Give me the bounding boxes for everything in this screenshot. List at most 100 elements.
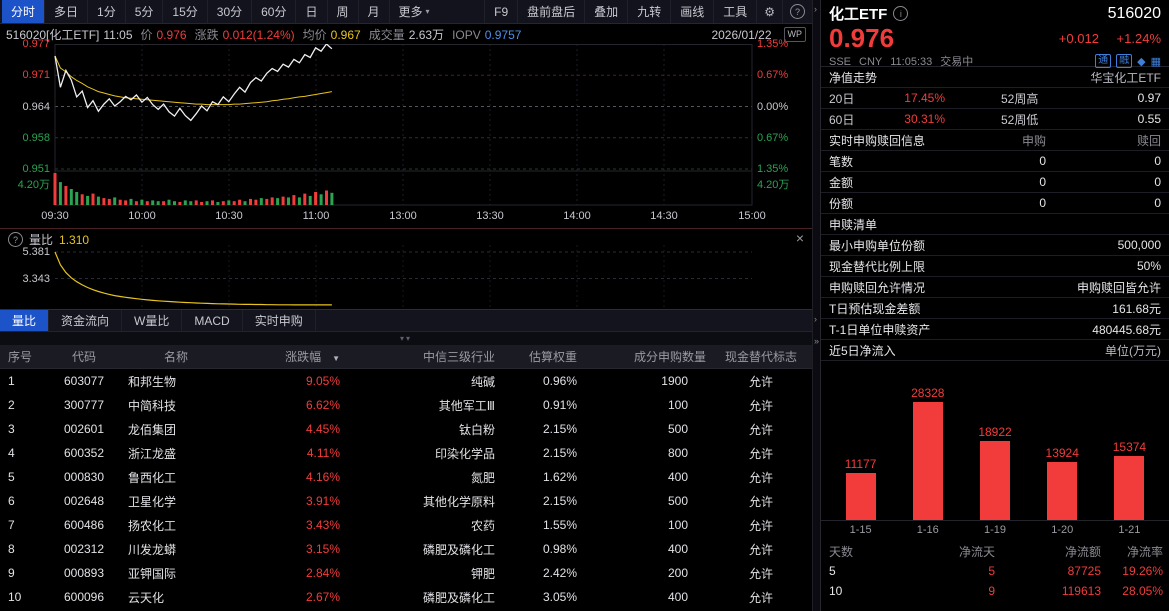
flow-bar-column: 18922: [961, 425, 1028, 520]
stat-label: 60日: [829, 112, 855, 127]
tool-item[interactable]: 盘前盘后: [517, 0, 584, 23]
tool-item[interactable]: 画线: [670, 0, 713, 23]
period-tab[interactable]: 日: [296, 0, 328, 23]
period-tab[interactable]: 15分: [163, 0, 208, 23]
table-row[interactable]: 10 600096 云天化 2.67% 磷肥及磷化工 3.05% 400 允许: [0, 585, 812, 609]
flow-bar-column: 15374: [1096, 440, 1163, 520]
period-tab[interactable]: 5分: [126, 0, 164, 23]
table-row[interactable]: 7 600486 扬农化工 3.43% 农药 1.55% 100 允许: [0, 513, 812, 537]
flow-bar-value: 13924: [1045, 446, 1079, 460]
period-tab[interactable]: 1分: [88, 0, 126, 23]
tool-item[interactable]: 九转: [627, 0, 670, 23]
column-header[interactable]: 代码: [71, 350, 96, 364]
cell-flag: 允许: [748, 470, 773, 485]
more-menu-button[interactable]: 更多 ▾: [390, 0, 439, 23]
cell-name: 龙佰集团: [128, 422, 177, 437]
table-row[interactable]: 8 002312 川发龙蟒 3.15% 磷肥及磷化工 0.98% 400 允许: [0, 537, 812, 561]
column-header[interactable]: 涨跌幅 ▼: [285, 350, 340, 364]
table-row[interactable]: 9 000893 亚钾国际 2.84% 钾肥 2.42% 200 允许: [0, 561, 812, 585]
flow-unit: 单位(万元): [1105, 343, 1161, 358]
table-row[interactable]: 4 600352 浙江龙盛 4.11% 印染化学品 2.15% 800 允许: [0, 441, 812, 465]
table-row[interactable]: 1 603077 和邦生物 9.05% 纯碱 0.96% 1900 允许: [0, 369, 812, 393]
table-row[interactable]: 3 002601 龙佰集团 4.45% 钛白粉 2.15% 500 允许: [0, 417, 812, 441]
help-icon[interactable]: ?: [782, 0, 812, 23]
tool-item[interactable]: 叠加: [584, 0, 627, 23]
net-inflow-bar-chart[interactable]: 11177 28328 18922 13924 15374: [821, 361, 1169, 521]
flow-stat-value: 10: [829, 584, 843, 598]
close-icon[interactable]: ×: [795, 230, 804, 246]
table-row[interactable]: 5 000830 鲁西化工 4.16% 氮肥 1.62% 400 允许: [0, 465, 812, 489]
grid-icon[interactable]: ▦: [1150, 55, 1161, 68]
expand-right-icon[interactable]: ›: [814, 4, 817, 14]
cell-change: 3.43%: [305, 518, 340, 532]
indicator-help-icon[interactable]: ?: [8, 232, 23, 247]
cell-name: 川发龙蟒: [128, 542, 177, 557]
period-tab[interactable]: 分时: [2, 0, 46, 23]
price-change: +0.012 +1.24%: [1059, 31, 1161, 46]
list-row: 申购赎回允许情况 申购赎回皆允许: [821, 277, 1169, 298]
table-row[interactable]: 2 300777 中简科技 6.62% 其他军工Ⅲ 0.91% 100 允许: [0, 393, 812, 417]
tool-item[interactable]: 工具: [713, 0, 756, 23]
flow-stat-value: 119613: [1061, 584, 1101, 598]
flow-bar-value: 18922: [978, 425, 1012, 439]
redeem-value: 0: [1154, 196, 1161, 210]
column-header[interactable]: 现金替代标志: [724, 350, 797, 364]
column-header[interactable]: 估算权重: [528, 350, 577, 364]
cell-industry: 其他化学原料: [422, 494, 495, 509]
cell-code: 603077: [63, 374, 105, 388]
flow-stat-value: 9: [988, 584, 995, 598]
cell-weight: 2.42%: [542, 566, 577, 580]
cell-name: 中简科技: [128, 398, 177, 413]
collapse-handle[interactable]: ▾▾: [0, 332, 812, 345]
indicator-tab[interactable]: 实时申购: [243, 310, 316, 331]
cell-no: 5: [8, 470, 15, 484]
tool-item[interactable]: F9: [484, 0, 517, 23]
indicator-tab[interactable]: 资金流向: [49, 310, 123, 331]
list-value: 50%: [1136, 259, 1161, 273]
cell-qty: 100: [667, 398, 688, 412]
indicator-tab[interactable]: W量比: [122, 310, 183, 331]
column-header[interactable]: 名称: [163, 350, 188, 364]
cell-name: 鲁西化工: [128, 470, 177, 485]
list-label: T-1日单位申赎资产: [829, 322, 931, 337]
indicator-tab[interactable]: 量比: [0, 310, 50, 331]
table-row[interactable]: 6 002648 卫星化学 3.91% 其他化学原料 2.15% 500 允许: [0, 489, 812, 513]
stat-value2: 0.55: [1137, 112, 1161, 126]
margin-badge[interactable]: 通: [1095, 54, 1112, 68]
cell-industry: 氮肥: [470, 470, 495, 485]
margin-badge[interactable]: 融: [1116, 54, 1133, 68]
period-tab[interactable]: 多日: [45, 0, 89, 23]
cell-flag: 允许: [748, 374, 773, 389]
column-header[interactable]: 成分申购数量: [633, 350, 706, 364]
cell-no: 6: [8, 494, 15, 508]
cell-no: 3: [8, 422, 15, 436]
realtime-rows: 笔数 0 0 金额 0 0 份额 0 0: [821, 151, 1169, 214]
constituent-table: 序号 代码 名称 涨跌幅 ▼ 中信三级行业 估算权重 成分申购数量 现金替代标志 1 603077…: [0, 345, 812, 611]
nav-trend-row[interactable]: 净值走势 华宝化工ETF: [821, 67, 1169, 88]
help-icon-glyph: ?: [790, 4, 805, 19]
cell-qty: 500: [667, 422, 688, 436]
gear-icon[interactable]: ⚙: [756, 0, 782, 23]
indicator-panel[interactable]: ? 量比 1.310 × 5.381 3.343: [0, 229, 812, 309]
diamond-icon[interactable]: ◆: [1137, 55, 1146, 68]
flow-stat-value: 5: [829, 564, 836, 578]
info-icon[interactable]: i: [893, 6, 909, 21]
period-tab[interactable]: 30分: [208, 0, 253, 23]
wp-badge[interactable]: WP: [783, 27, 806, 42]
flow-stat-header: 净流额: [1064, 544, 1101, 559]
indicator-tab[interactable]: MACD: [182, 310, 243, 331]
period-tab[interactable]: 60分: [252, 0, 297, 23]
intraday-chart[interactable]: 0.977 0.971 0.964 0.958 0.951 1.35% 0.67% 0.00%…: [0, 38, 812, 207]
flow-bar-column: 28328: [894, 386, 961, 520]
column-header[interactable]: 中信三级行业: [422, 350, 495, 364]
stat-label2: 52周高: [1001, 91, 1039, 106]
expand-right-icon[interactable]: »: [814, 336, 820, 346]
trade-date: 2026/01/22: [711, 27, 772, 42]
cell-qty: 400: [667, 470, 688, 484]
expand-right-icon[interactable]: ›: [814, 314, 817, 324]
column-header[interactable]: 序号: [8, 350, 33, 364]
period-tab[interactable]: 周: [328, 0, 359, 23]
pane-divider[interactable]: › › »: [812, 0, 821, 611]
realtime-header-row: 实时申购赎回信息 申购 赎回: [821, 130, 1169, 151]
period-tab[interactable]: 月: [359, 0, 390, 23]
